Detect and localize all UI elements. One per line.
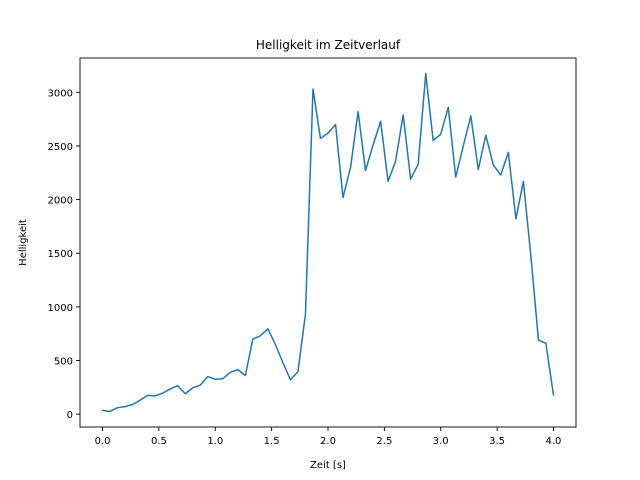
chart-title: Helligkeit im Zeitverlauf <box>256 38 401 52</box>
x-tick-label: 3.5 <box>489 436 505 447</box>
x-tick-label: 2.5 <box>376 436 392 447</box>
x-tick-label: 4.0 <box>546 436 562 447</box>
x-tick-label: 0.5 <box>151 436 167 447</box>
plot-frame <box>79 57 577 428</box>
plot-area <box>101 72 555 413</box>
x-tick-label: 0.0 <box>95 436 111 447</box>
y-tick-label: 500 <box>54 356 73 367</box>
y-tick-label: 1000 <box>48 303 73 314</box>
series-line <box>101 72 555 413</box>
x-axis: 0.0 0.5 1.0 1.5 2.0 2.5 3.0 3.5 4.0 <box>95 427 562 447</box>
y-tick-label: 2500 <box>48 142 73 153</box>
x-tick-label: 1.0 <box>207 436 223 447</box>
y-axis: 0 500 1000 1500 2000 2500 3000 <box>48 88 80 421</box>
y-tick-label: 0 <box>67 410 73 421</box>
y-tick-label: 1500 <box>48 249 73 260</box>
x-tick-label: 3.0 <box>433 436 449 447</box>
x-tick-label: 1.5 <box>264 436 280 447</box>
y-tick-label: 2000 <box>48 196 73 207</box>
y-axis-label: Helligkeit <box>18 219 29 266</box>
x-tick-label: 2.0 <box>320 436 336 447</box>
y-tick-label: 3000 <box>48 88 73 99</box>
x-axis-label: Zeit [s] <box>310 460 346 471</box>
